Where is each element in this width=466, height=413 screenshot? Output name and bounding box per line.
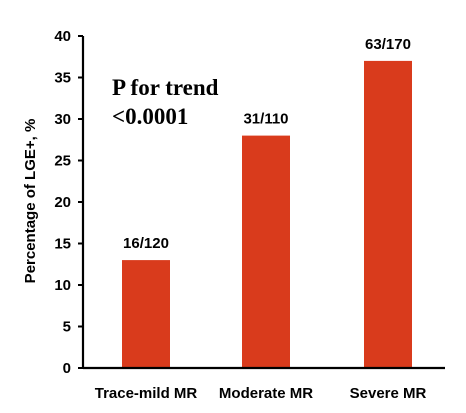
bar [122,260,170,368]
y-tick-label: 10 [54,277,71,294]
y-tick-label: 40 [54,28,71,45]
bar [242,135,290,368]
y-tick-label: 15 [54,236,71,253]
bar-data-label: 16/120 [123,235,169,252]
y-tick-label: 35 [54,70,71,87]
y-ticks-layer: 0 5 10 15 20 25 30 35 40 [54,28,83,377]
x-category-label: Trace-mild MR [95,385,198,402]
bars-layer [122,60,412,369]
trend-annotation-line1: P for trend [112,75,219,100]
y-tick-label: 0 [63,360,71,377]
x-category-label: Severe MR [350,385,427,402]
bar-data-label: 31/110 [243,111,288,128]
y-tick-label: 30 [54,111,71,128]
bar [364,60,412,369]
x-category-label: Moderate MR [219,385,313,402]
bar-data-label: 63/170 [365,36,411,53]
trend-annotation-line2: <0.0001 [112,104,188,129]
y-tick-label: 20 [54,194,71,211]
category-labels-layer: Trace-mild MR Moderate MR Severe MR [95,385,427,402]
y-axis-title: Percentage of LGE+, % [22,119,39,284]
plot-area: 16/120 31/110 63/170 0 5 10 15 20 25 30 35 40 Trac… [22,28,445,402]
data-labels-layer: 16/120 31/110 63/170 [123,36,411,252]
y-tick-label: 25 [54,153,71,170]
y-tick-label: 5 [63,319,71,336]
